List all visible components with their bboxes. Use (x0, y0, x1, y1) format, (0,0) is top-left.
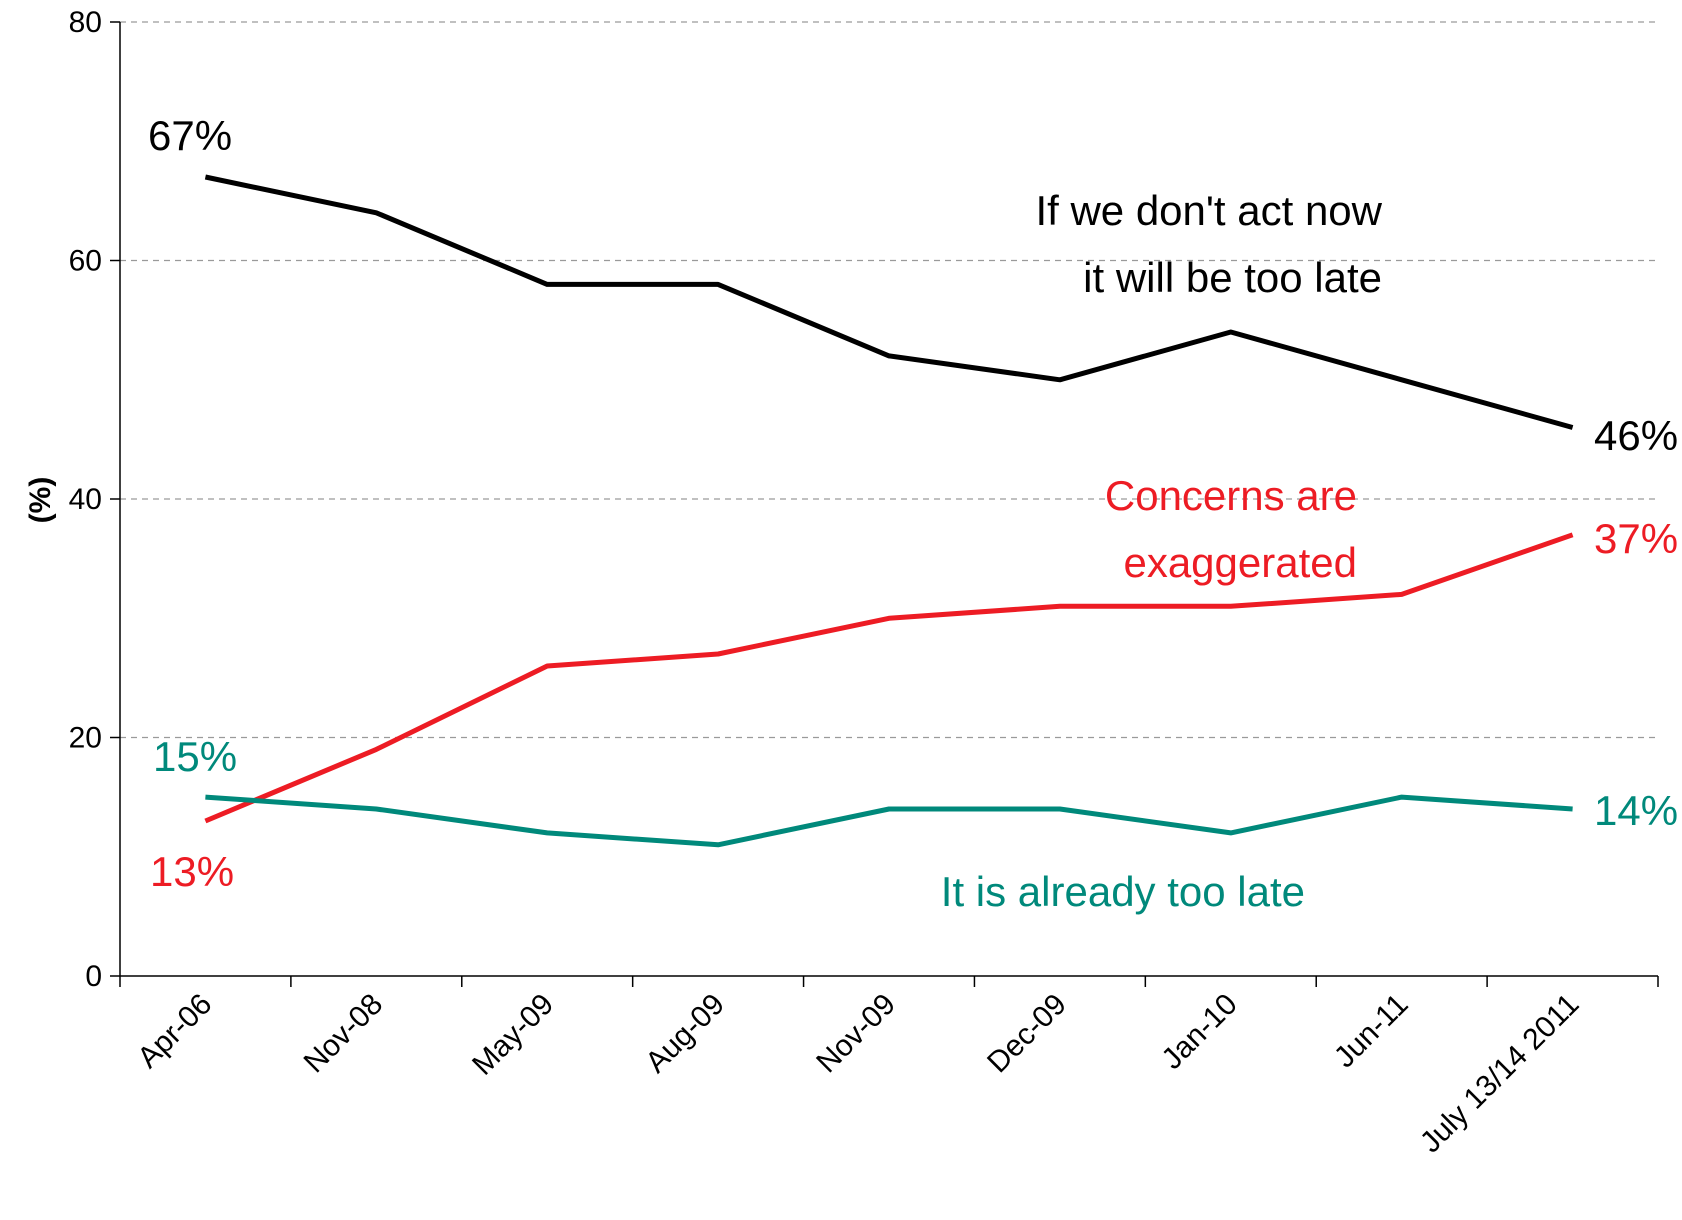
series-label-act-now-line2: it will be too late (1083, 254, 1382, 301)
start-label-act-now: 67% (148, 112, 232, 159)
end-label-exaggerated: 37% (1594, 515, 1678, 562)
series-label-act-now-line1: If we don't act now (1035, 187, 1382, 234)
x-tick-label: Apr-06 (131, 988, 218, 1075)
start-label-exaggerated: 13% (150, 848, 234, 895)
x-tick-label: Aug-09 (639, 988, 731, 1080)
series-label-exaggerated-line1: Concerns are (1105, 472, 1357, 519)
gridlines (120, 21, 1658, 739)
y-tick-label: 80 (69, 6, 102, 39)
series-annotations: If we don't act now it will be too late … (148, 112, 1678, 915)
x-tick-label: Jun-11 (1328, 988, 1415, 1075)
x-tick-label: Jan-10 (1156, 988, 1244, 1076)
series-line-2 (205, 794, 1573, 848)
y-tick-label: 20 (69, 722, 102, 755)
axes (119, 22, 1658, 977)
y-axis-label: (%) (24, 477, 57, 524)
y-tick-label: 0 (85, 960, 102, 993)
y-tick-label: 60 (69, 245, 102, 278)
x-tick-label: Dec-09 (981, 988, 1073, 1080)
y-ticks: 0 20 40 60 80 (69, 6, 120, 993)
x-tick-label: May-09 (466, 988, 560, 1082)
end-label-act-now: 46% (1594, 412, 1678, 459)
series-line-1 (204, 532, 1574, 824)
series-label-exaggerated-line2: exaggerated (1123, 539, 1357, 586)
x-tick-label: July 13/14 2011 (1414, 988, 1586, 1160)
x-tick-label: Nov-08 (298, 988, 390, 1080)
end-label-already-late: 14% (1594, 787, 1678, 834)
y-tick-label: 40 (69, 483, 102, 516)
start-label-already-late: 15% (153, 733, 237, 780)
x-tick-label: Nov-09 (810, 988, 902, 1080)
series-label-already-late: It is already too late (941, 868, 1305, 915)
x-ticks: Apr-06 Nov-08 May-09 Aug-09 Nov-09 Dec-09 Jan-… (119, 976, 1659, 1160)
series-group (204, 174, 1574, 848)
